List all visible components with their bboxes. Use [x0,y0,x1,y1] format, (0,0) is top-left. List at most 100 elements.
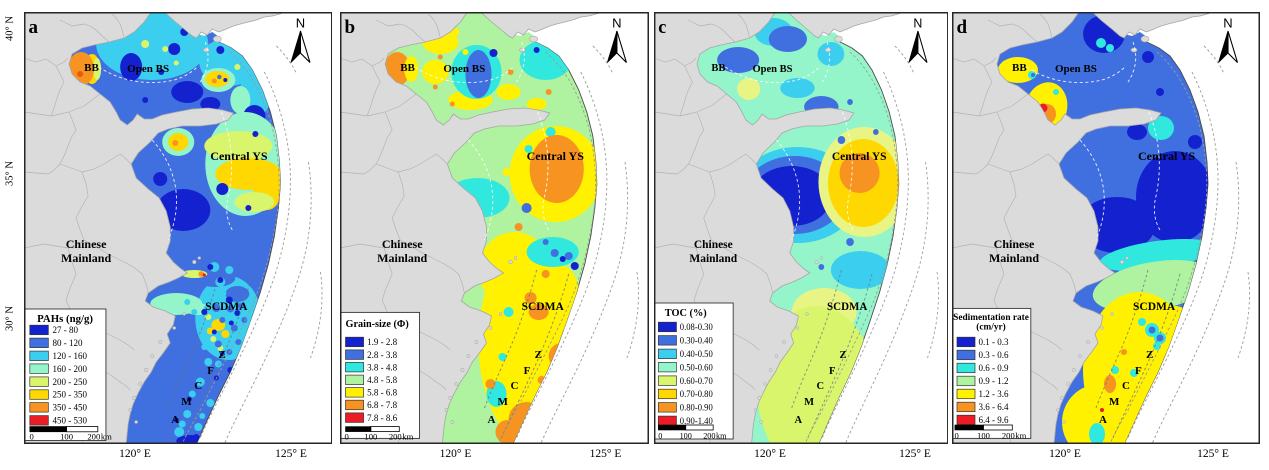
svg-text:Central YS: Central YS [526,149,584,163]
svg-text:km: km [1015,431,1026,441]
svg-text:N: N [913,15,922,30]
svg-text:b: b [344,17,355,38]
svg-text:200: 200 [703,431,715,440]
svg-text:km: km [402,432,413,442]
svg-text:100: 100 [679,431,691,440]
svg-text:27 - 80: 27 - 80 [52,325,78,335]
svg-text:160 - 200: 160 - 200 [52,364,87,374]
svg-text:0.6 - 0.9: 0.6 - 0.9 [978,363,1008,373]
svg-text:km: km [100,432,111,442]
svg-text:Z: Z [839,349,846,361]
svg-text:200: 200 [1001,431,1014,441]
svg-text:A: A [171,414,179,426]
svg-text:0.60-0.70: 0.60-0.70 [679,376,713,386]
svg-text:SCDMA: SCDMA [827,301,868,313]
svg-text:Chinese: Chinese [693,238,732,251]
svg-text:0: 0 [954,431,958,441]
svg-text:350 - 450: 350 - 450 [52,403,87,413]
svg-text:100: 100 [60,432,73,442]
svg-text:0: 0 [344,432,348,442]
svg-text:250 - 350: 250 - 350 [52,390,87,400]
svg-text:Grain-size (Φ): Grain-size (Φ) [345,319,408,330]
svg-text:SCDMA: SCDMA [205,301,248,313]
svg-text:Mainland: Mainland [988,251,1038,265]
svg-text:BB: BB [1012,62,1027,74]
svg-text:d: d [956,17,967,38]
svg-text:(cm/yr): (cm/yr) [976,322,1005,333]
svg-text:km: km [716,431,727,440]
svg-text:200 - 250: 200 - 250 [52,377,87,387]
svg-text:Central YS: Central YS [831,150,886,163]
svg-text:0.90-1.40: 0.90-1.40 [679,416,713,426]
svg-text:C: C [1122,380,1130,392]
svg-text:A: A [487,414,495,426]
svg-text:F: F [828,365,835,377]
svg-text:3.6 - 6.4: 3.6 - 6.4 [978,402,1008,412]
svg-text:M: M [181,396,192,408]
svg-text:Open BS: Open BS [1055,63,1097,75]
svg-text:Mainland: Mainland [61,251,111,265]
svg-text:M: M [497,396,508,408]
svg-text:100: 100 [364,432,377,442]
svg-text:6.8 - 7.8: 6.8 - 7.8 [367,400,398,410]
svg-text:Central YS: Central YS [1138,149,1196,163]
svg-text:3.8 - 4.8: 3.8 - 4.8 [367,362,398,372]
svg-text:200: 200 [87,432,100,442]
svg-text:0.80-0.90: 0.80-0.90 [679,402,713,412]
svg-text:A: A [794,414,802,426]
svg-text:C: C [194,380,202,392]
svg-text:120 - 160: 120 - 160 [52,351,87,361]
svg-text:N: N [295,16,304,31]
svg-text:BB: BB [400,62,415,74]
svg-text:F: F [207,365,214,377]
svg-text:0: 0 [29,432,33,442]
svg-text:C: C [510,380,518,392]
svg-text:Central YS: Central YS [210,149,268,163]
svg-text:Z: Z [534,349,541,361]
svg-text:Chinese: Chinese [993,237,1034,251]
svg-text:Sedimentation rate: Sedimentation rate [953,313,1029,323]
svg-text:Mainland: Mainland [689,252,737,265]
svg-text:0: 0 [658,431,662,440]
svg-text:Open BS: Open BS [127,63,169,75]
svg-text:F: F [1135,365,1142,377]
svg-text:M: M [804,396,814,408]
svg-text:SCDMA: SCDMA [521,301,564,313]
svg-text:Z: Z [1146,349,1153,361]
svg-text:0.40-0.50: 0.40-0.50 [679,349,713,359]
svg-text:SCDMA: SCDMA [1133,301,1176,313]
svg-text:TOC (%): TOC (%) [664,308,706,319]
svg-text:0.1 - 0.3: 0.1 - 0.3 [978,337,1008,347]
svg-text:a: a [28,17,38,38]
svg-text:5.8 - 6.8: 5.8 - 6.8 [367,388,398,398]
svg-text:Mainland: Mainland [377,251,427,265]
svg-text:N: N [612,16,621,31]
svg-text:0.70-0.80: 0.70-0.80 [679,389,713,399]
svg-text:Z: Z [218,349,225,361]
svg-text:200: 200 [388,432,401,442]
svg-text:0.3 - 0.6: 0.3 - 0.6 [978,350,1008,360]
svg-text:BB: BB [84,62,99,74]
svg-text:1.9 - 2.8: 1.9 - 2.8 [367,337,398,347]
svg-text:1.2 - 3.6: 1.2 - 3.6 [978,389,1008,399]
svg-text:N: N [1223,16,1232,31]
svg-text:BB: BB [711,62,725,74]
svg-text:0.08-0.30: 0.08-0.30 [679,322,713,332]
svg-text:C: C [816,380,824,392]
svg-text:Chinese: Chinese [381,237,422,251]
svg-text:4.8 - 5.8: 4.8 - 5.8 [367,375,398,385]
svg-text:Open BS: Open BS [443,63,485,75]
svg-text:0.9 - 1.2: 0.9 - 1.2 [978,376,1008,386]
svg-text:M: M [1109,396,1120,408]
svg-text:450 - 530: 450 - 530 [52,416,87,426]
svg-text:Chinese: Chinese [65,237,106,251]
svg-text:A: A [1099,414,1107,426]
svg-text:0.30-0.40: 0.30-0.40 [679,335,713,345]
svg-text:Open BS: Open BS [752,63,792,75]
svg-text:100: 100 [977,431,990,441]
svg-text:PAHs (ng/g): PAHs (ng/g) [37,313,93,325]
svg-text:0.50-0.60: 0.50-0.60 [679,362,713,372]
svg-text:c: c [658,17,666,38]
svg-text:6.4 - 9.6: 6.4 - 9.6 [978,415,1008,425]
svg-text:7.8 - 8.6: 7.8 - 8.6 [367,413,398,423]
